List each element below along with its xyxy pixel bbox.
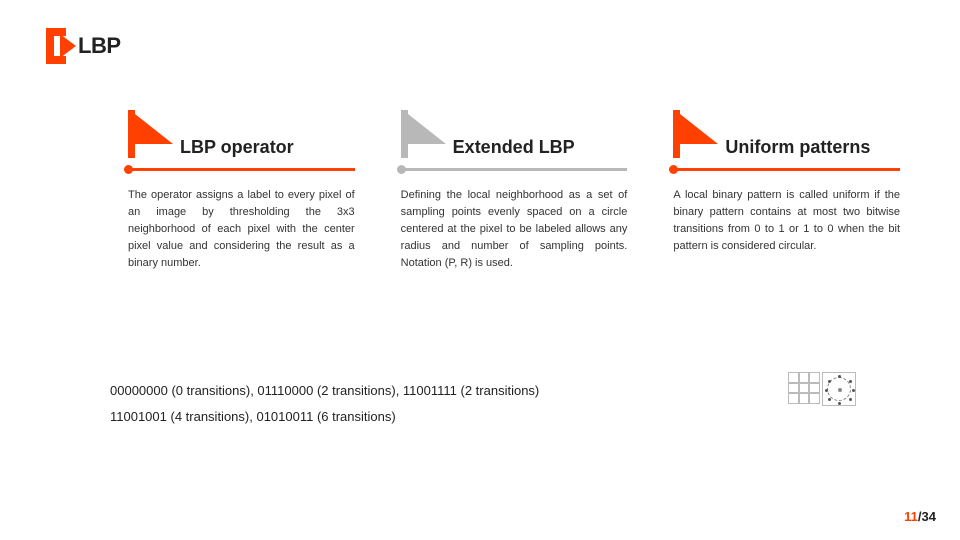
column-lbp-operator: LBP operator The operator assigns a labe… bbox=[128, 110, 355, 272]
column-title: LBP operator bbox=[180, 137, 294, 158]
grid-3x3-icon bbox=[788, 372, 820, 404]
slide: LBP LBP operator The operator assigns a … bbox=[0, 0, 960, 540]
logo-text: LBP bbox=[78, 33, 121, 59]
page-current: 11 bbox=[904, 509, 918, 524]
column-rule bbox=[673, 168, 900, 171]
column-body: A local binary pattern is called uniform… bbox=[673, 187, 900, 255]
flag-icon bbox=[128, 110, 180, 158]
column-uniform-patterns: Uniform patterns A local binary pattern … bbox=[673, 110, 900, 272]
flag-icon bbox=[673, 110, 725, 158]
columns: LBP operator The operator assigns a labe… bbox=[128, 110, 900, 272]
logo: LBP bbox=[46, 28, 121, 64]
column-title: Extended LBP bbox=[453, 137, 575, 158]
column-body: The operator assigns a label to every pi… bbox=[128, 187, 355, 272]
column-title: Uniform patterns bbox=[725, 137, 870, 158]
example-line-2: 11001001 (4 transitions), 01010011 (6 tr… bbox=[110, 404, 780, 430]
logo-mark-icon bbox=[46, 28, 82, 64]
examples: 00000000 (0 transitions), 01110000 (2 tr… bbox=[110, 378, 780, 430]
column-body: Defining the local neighborhood as a set… bbox=[401, 187, 628, 272]
circular-sampling-icon bbox=[822, 372, 856, 406]
example-line-1: 00000000 (0 transitions), 01110000 (2 tr… bbox=[110, 378, 780, 404]
lbp-diagram-icon bbox=[788, 372, 860, 434]
flag-icon bbox=[401, 110, 453, 158]
column-rule bbox=[401, 168, 628, 171]
column-rule bbox=[128, 168, 355, 171]
page-number: 11/34 bbox=[904, 509, 936, 524]
column-extended-lbp: Extended LBP Defining the local neighbor… bbox=[401, 110, 628, 272]
page-total: 34 bbox=[922, 509, 936, 524]
